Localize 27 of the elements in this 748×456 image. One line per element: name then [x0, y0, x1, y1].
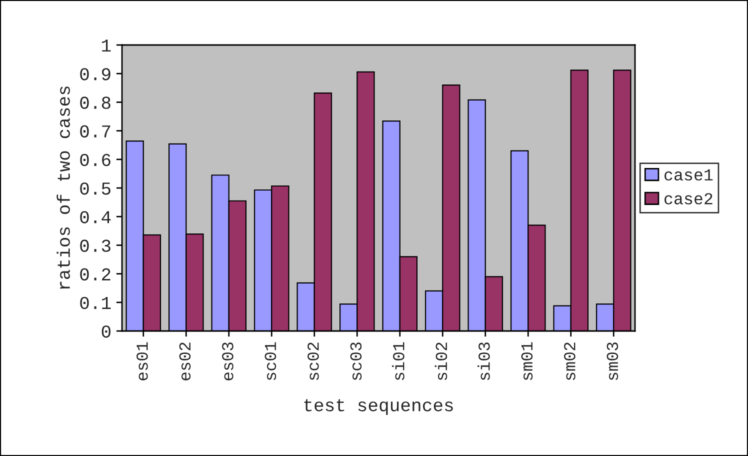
x-tick-label: sc03 — [350, 342, 362, 380]
x-tick-label: sm03 — [606, 342, 618, 380]
y-tick-label: 0.7 — [80, 125, 110, 138]
y-tick-label: 0.9 — [80, 68, 110, 80]
x-axis-title: test sequences — [304, 399, 453, 415]
x-tick-label: si03 — [478, 342, 490, 380]
x-tick-label: es02 — [179, 342, 191, 380]
y-tick-label: 0.8 — [80, 96, 110, 109]
y-axis-title: ratios of two cases — [56, 86, 70, 289]
y-tick-label: 0.5 — [80, 182, 110, 195]
x-tick-label: sc01 — [264, 342, 276, 380]
x-tick-label: es01 — [136, 342, 148, 380]
y-tick-label: 0.4 — [80, 211, 111, 224]
y-tick-label: 0 — [102, 325, 110, 338]
y-tick-label: 0.1 — [80, 296, 111, 310]
y-tick-label: 0.6 — [80, 154, 110, 166]
y-tick-label: 0.2 — [80, 268, 110, 281]
x-tick-label: sm01 — [521, 342, 533, 380]
y-tick-label: 0.3 — [80, 240, 110, 252]
y-tick-label: 1 — [102, 40, 111, 52]
x-tick-label: sm02 — [564, 342, 576, 380]
x-tick-label: sc02 — [308, 342, 319, 380]
x-tick-label: es03 — [222, 342, 234, 380]
legend-label: case1 — [664, 169, 713, 181]
x-tick-label: si01 — [392, 342, 404, 380]
x-tick-label: si02 — [434, 342, 448, 380]
legend-label: case2 — [664, 193, 712, 204]
